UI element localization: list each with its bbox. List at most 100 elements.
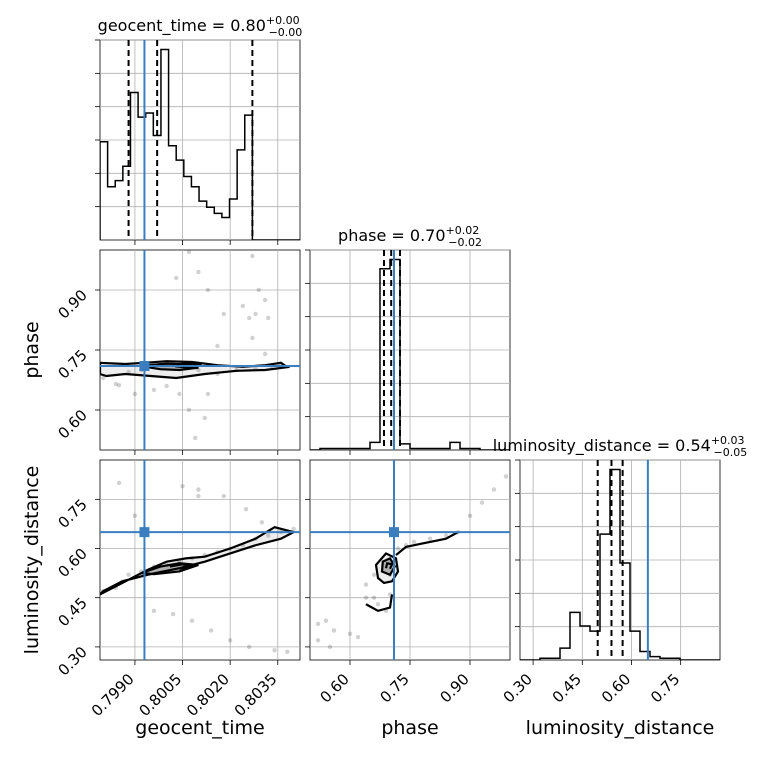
sample-point <box>262 351 268 357</box>
sample-point <box>116 480 122 486</box>
sample-point <box>240 303 246 309</box>
sample-point <box>491 487 497 492</box>
sample-point <box>113 381 119 387</box>
sample-point <box>151 387 157 393</box>
sample-point <box>443 533 449 538</box>
contour-level-4 <box>365 594 394 612</box>
sample-point <box>262 297 268 303</box>
sample-point <box>395 546 401 551</box>
sample-point <box>363 595 369 600</box>
sample-point <box>196 493 201 499</box>
sample-point <box>132 513 138 518</box>
title-value: phase = 0.70 <box>338 226 445 245</box>
title-plus-error: +0.03 <box>711 434 745 447</box>
x-tick-label-luminosity-distance: 0.45 <box>549 670 585 706</box>
x-tick-label-luminosity-distance: 0.60 <box>598 670 634 706</box>
sample-point <box>371 595 377 600</box>
y-tick-label-luminosity-distance: 0.30 <box>54 643 90 679</box>
sample-point <box>291 526 296 532</box>
panel-title-luminosity-distance: luminosity_distance = 0.54+0.03 −0.05 <box>493 434 748 459</box>
sample-point <box>315 638 321 643</box>
sample-point <box>247 315 252 321</box>
grid-geocent-time <box>100 39 300 240</box>
grid-joint <box>310 460 510 660</box>
sample-point <box>243 506 249 512</box>
sample-point <box>272 647 277 653</box>
x-axis-label-phase: phase <box>381 717 438 739</box>
sample-point <box>126 572 131 577</box>
x-axis-label-geocent-time: geocent_time <box>135 717 264 739</box>
sample-point <box>375 602 381 607</box>
grid-phase <box>310 249 510 450</box>
sample-point <box>196 487 201 492</box>
sample-point <box>180 484 185 489</box>
title-value: luminosity_distance = 0.54 <box>493 436 711 456</box>
sample-point <box>315 621 321 627</box>
title-value: geocent_time = 0.80 <box>98 16 266 36</box>
sample-point <box>189 618 195 623</box>
title-minus-error: −0.02 <box>448 236 482 249</box>
title-plus-error: +0.02 <box>446 224 480 237</box>
grid-joint <box>100 250 300 450</box>
sample-point <box>132 391 138 397</box>
y-tick-label-luminosity-distance: 0.75 <box>54 495 90 531</box>
sample-point <box>363 582 369 587</box>
sample-point <box>355 634 361 640</box>
sample-point <box>266 533 271 538</box>
x-tick-label-geocent-time: 0.8005 <box>136 670 186 720</box>
sample-point <box>116 383 122 388</box>
title-minus-error: −0.00 <box>269 26 303 39</box>
truth-marker <box>139 361 150 371</box>
truth-marker <box>139 527 150 538</box>
histogram-phase <box>310 258 510 450</box>
grid-joint <box>100 460 300 660</box>
sample-point <box>256 287 261 293</box>
x-tick-label-geocent-time: 0.8035 <box>231 670 281 720</box>
sample-point <box>170 611 176 617</box>
y-tick-label-luminosity-distance: 0.60 <box>54 545 90 581</box>
contours-phase-vs-luminosity-distance <box>365 531 459 612</box>
samples-phase-vs-luminosity-distance <box>315 474 509 650</box>
y-tick-label-phase: 0.60 <box>54 406 90 442</box>
sample-point <box>164 383 169 389</box>
truth-marker <box>389 527 399 538</box>
sample-point <box>208 628 214 633</box>
y-tick-label-phase: 0.90 <box>54 286 90 322</box>
contour-level-2 <box>140 562 199 576</box>
sample-point <box>186 407 192 413</box>
sample-point <box>250 253 255 259</box>
joint-panel-frame <box>99 459 301 661</box>
sample-point <box>467 513 473 518</box>
joint-panel-geocent-time-phase: 0.60 0.75 0.90 <box>54 249 301 455</box>
sample-point <box>186 250 192 255</box>
y-tick-label-phase: 0.75 <box>54 346 90 382</box>
sample-point <box>205 287 211 293</box>
title-minus-error: −0.05 <box>714 446 748 459</box>
y-tick-label-luminosity-distance: 0.45 <box>54 594 90 630</box>
sample-point <box>266 315 271 321</box>
sample-point <box>173 275 179 281</box>
sample-point <box>250 335 255 341</box>
sample-point <box>253 311 258 317</box>
x-tick-label-luminosity-distance: 0.75 <box>647 670 683 706</box>
sample-point <box>285 649 290 655</box>
sample-point <box>177 391 182 397</box>
x-tick-label-geocent-time: 0.8020 <box>183 670 233 720</box>
sample-point <box>347 631 353 636</box>
sample-point <box>247 644 252 650</box>
sample-point <box>327 644 333 650</box>
panels-layer: geocent_time = 0.80+0.00 −0.00 phase = 0.7… <box>54 14 747 720</box>
panel-title-geocent-time: geocent_time = 0.80+0.00 −0.00 <box>98 14 303 39</box>
y-axis-label-luminosity-distance: luminosity_distance <box>21 466 43 655</box>
sample-point <box>411 539 417 545</box>
x-tick-label-phase: 0.60 <box>316 670 352 706</box>
hist-panel-phase: phase = 0.70+0.02 −0.02 <box>305 224 511 455</box>
sample-point <box>100 375 106 381</box>
x-axis-label-luminosity-distance: luminosity_distance <box>526 717 715 739</box>
sample-point <box>479 500 485 505</box>
sample-point <box>227 638 233 643</box>
contour-level-5 <box>395 531 459 556</box>
sample-point <box>371 572 377 577</box>
contour-level-3 <box>384 561 394 570</box>
